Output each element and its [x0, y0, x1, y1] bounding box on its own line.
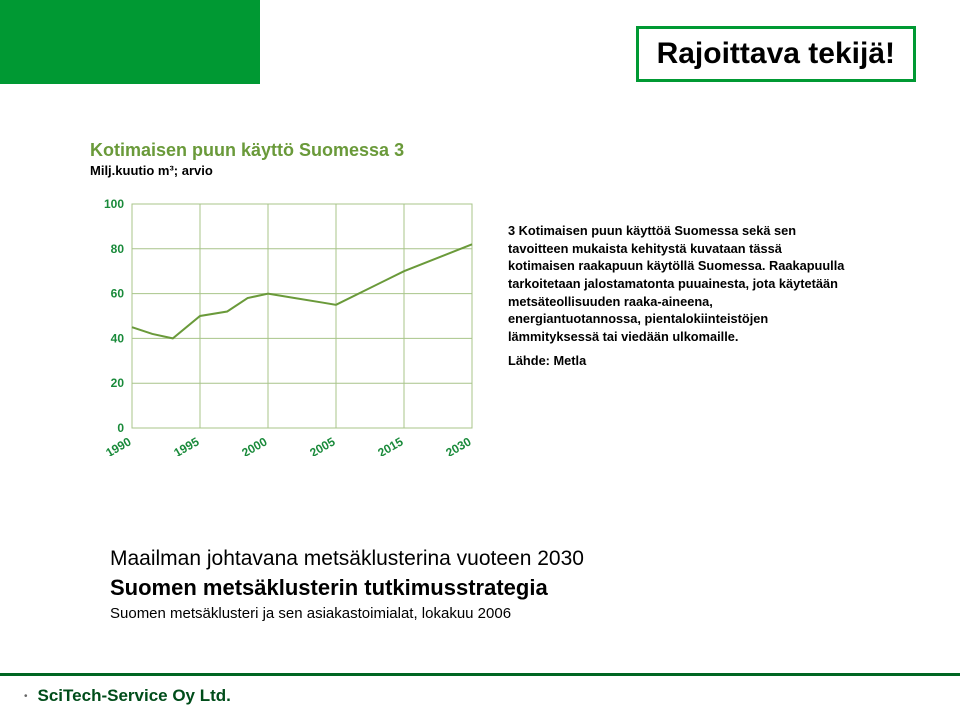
- source-line: Lähde: Metla: [508, 352, 848, 370]
- footer-bullet-icon: •: [24, 691, 28, 702]
- svg-text:20: 20: [111, 376, 125, 390]
- footer-bar: • SciTech-Service Oy Ltd.: [0, 673, 960, 716]
- title-box: Rajoittava tekijä!: [636, 26, 916, 82]
- svg-text:80: 80: [111, 242, 125, 256]
- footnote-block: 3 Kotimaisen puun käyttöä Suomessa sekä …: [508, 222, 848, 369]
- svg-text:2015: 2015: [375, 434, 405, 456]
- svg-text:1995: 1995: [171, 434, 201, 456]
- svg-text:2000: 2000: [239, 434, 269, 456]
- svg-text:100: 100: [104, 197, 124, 211]
- bottom-line2: Suomen metsäklusterin tutkimusstrategia: [110, 575, 850, 601]
- chart-area: Kotimaisen puun käyttö Suomessa 3 Milj.k…: [90, 140, 880, 461]
- chart-subtitle: Milj.kuutio m³; arvio: [90, 163, 880, 178]
- bottom-text-block: Maailman johtavana metsäklusterina vuote…: [110, 547, 850, 622]
- svg-text:40: 40: [111, 331, 125, 345]
- footer-company: SciTech-Service Oy Ltd.: [38, 686, 231, 706]
- chart-title: Kotimaisen puun käyttö Suomessa 3: [90, 140, 880, 161]
- footnote-text: 3 Kotimaisen puun käyttöä Suomessa sekä …: [508, 222, 848, 346]
- line-chart: 0 20 40 60 80 100 1990 1995 2000 2005 2015 2030: [90, 194, 482, 456]
- svg-text:0: 0: [117, 421, 124, 435]
- svg-text:1990: 1990: [103, 434, 133, 456]
- slide: Rajoittava tekijä! Kotimaisen puun käytt…: [0, 0, 960, 716]
- bottom-line3: Suomen metsäklusteri ja sen asiakastoimi…: [110, 605, 850, 622]
- title-text: Rajoittava tekijä!: [657, 37, 895, 70]
- chart-row: 0 20 40 60 80 100 1990 1995 2000 2005 2015 2030 3 K…: [90, 194, 880, 461]
- svg-text:2005: 2005: [307, 434, 337, 456]
- svg-text:60: 60: [111, 287, 125, 301]
- bottom-line1: Maailman johtavana metsäklusterina vuote…: [110, 547, 850, 571]
- header-green-block: [0, 0, 260, 84]
- svg-text:2030: 2030: [443, 434, 473, 456]
- chart-svg-wrap: 0 20 40 60 80 100 1990 1995 2000 2005 2015 2030: [90, 194, 482, 461]
